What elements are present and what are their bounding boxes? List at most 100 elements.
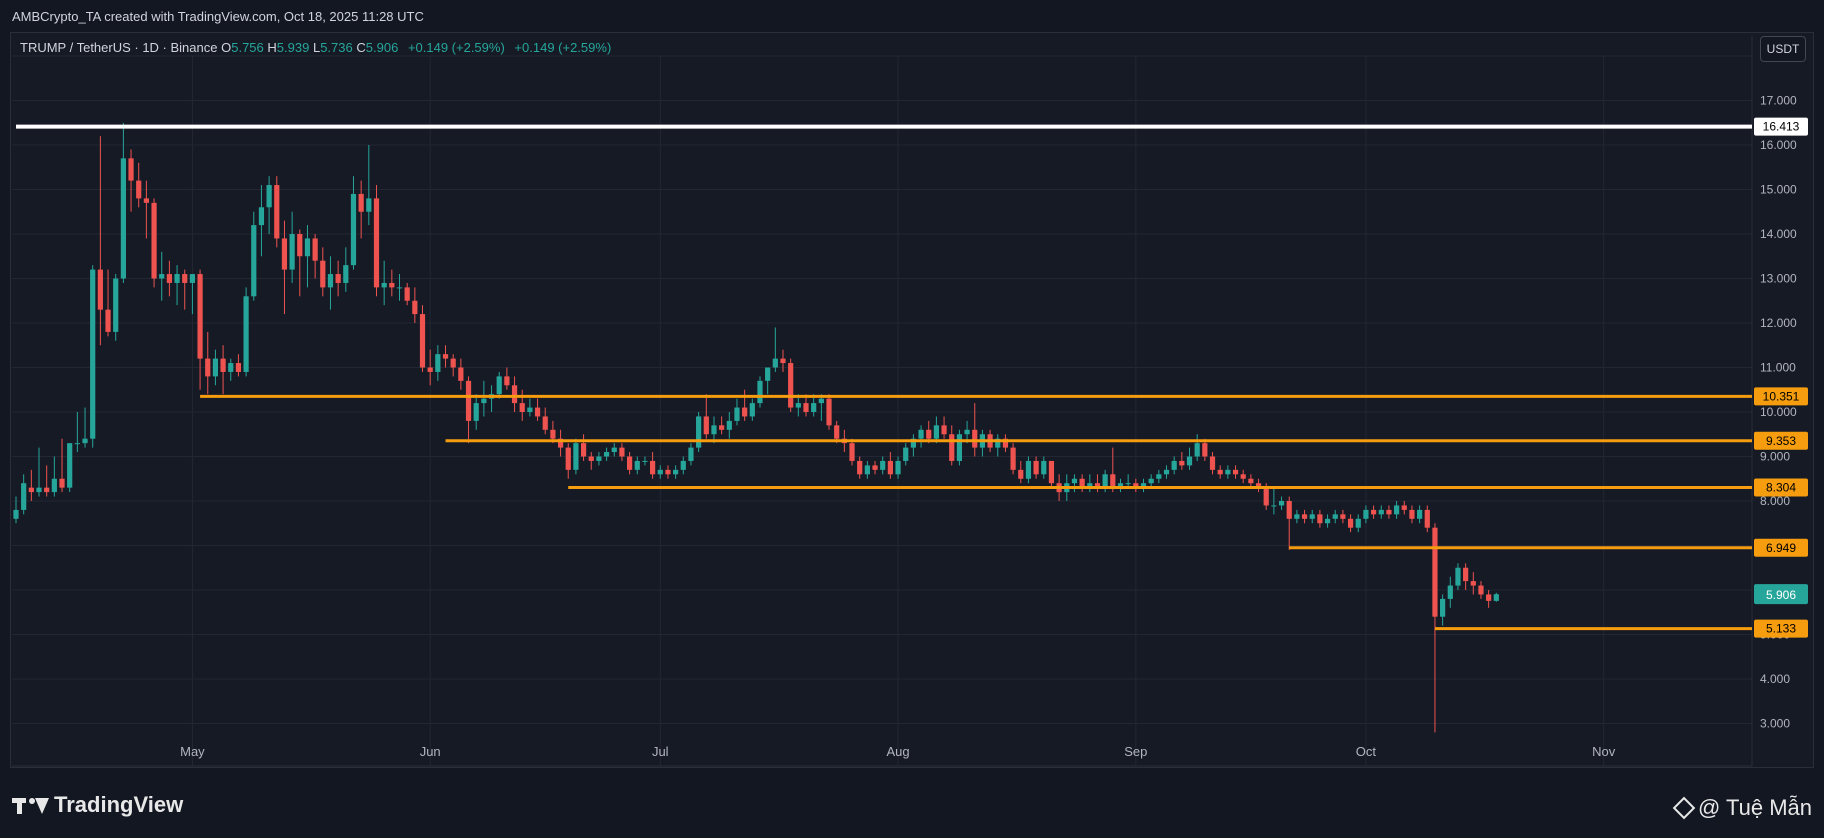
candle-body[interactable] xyxy=(504,376,510,386)
candle-body[interactable] xyxy=(412,300,418,315)
candle-body[interactable] xyxy=(1033,460,1039,475)
candle-body[interactable] xyxy=(1018,469,1024,479)
candle-body[interactable] xyxy=(243,296,249,372)
candle-body[interactable] xyxy=(220,358,226,372)
candle-body[interactable] xyxy=(281,238,288,270)
candle-body[interactable] xyxy=(481,398,487,404)
candle-body[interactable] xyxy=(511,385,518,404)
candle-body[interactable] xyxy=(642,460,648,462)
candle-body[interactable] xyxy=(1025,460,1032,479)
candle-body[interactable] xyxy=(634,460,640,470)
candle-body[interactable] xyxy=(1463,567,1469,582)
candle-body[interactable] xyxy=(1148,478,1154,484)
candle-body[interactable] xyxy=(419,314,426,368)
candle-body[interactable] xyxy=(1493,594,1499,601)
candle-body[interactable] xyxy=(1041,460,1047,475)
candle-body[interactable] xyxy=(136,180,142,199)
candle-body[interactable] xyxy=(1409,509,1415,519)
candle-body[interactable] xyxy=(1263,487,1269,506)
candle-body[interactable] xyxy=(496,376,502,395)
candle-body[interactable] xyxy=(1363,509,1369,519)
candle-body[interactable] xyxy=(189,274,196,283)
candle-body[interactable] xyxy=(673,469,679,475)
candle-body[interactable] xyxy=(274,185,280,239)
candle-body[interactable] xyxy=(327,274,334,288)
candle-body[interactable] xyxy=(1470,581,1476,586)
candle-body[interactable] xyxy=(36,487,42,493)
candle-body[interactable] xyxy=(849,443,855,461)
candle-body[interactable] xyxy=(519,403,525,412)
candle-body[interactable] xyxy=(711,425,717,435)
candle-body[interactable] xyxy=(465,380,472,421)
candle-body[interactable] xyxy=(13,509,19,519)
candle-body[interactable] xyxy=(719,425,725,430)
candle-body[interactable] xyxy=(1386,509,1392,515)
candle-body[interactable] xyxy=(1324,518,1331,524)
candle-body[interactable] xyxy=(857,460,863,475)
candle-body[interactable] xyxy=(1248,478,1254,484)
candle-body[interactable] xyxy=(657,469,663,475)
candle-body[interactable] xyxy=(174,274,180,283)
candle-body[interactable] xyxy=(358,193,364,212)
candle-body[interactable] xyxy=(389,282,395,288)
candle-body[interactable] xyxy=(427,367,433,372)
candle-body[interactable] xyxy=(1125,483,1131,485)
candle-body[interactable] xyxy=(343,265,349,283)
candle-body[interactable] xyxy=(1110,474,1116,488)
candle-body[interactable] xyxy=(235,363,242,372)
candle-body[interactable] xyxy=(59,478,65,488)
candle-body[interactable] xyxy=(350,193,357,266)
candle-body[interactable] xyxy=(1378,509,1384,515)
candle-body[interactable] xyxy=(734,407,740,421)
candle-body[interactable] xyxy=(1186,456,1193,466)
candle-body[interactable] xyxy=(1271,505,1277,507)
candle-body[interactable] xyxy=(619,447,625,457)
candle-body[interactable] xyxy=(1440,598,1446,617)
candle-body[interactable] xyxy=(1071,478,1078,484)
candle-body[interactable] xyxy=(396,287,403,289)
candle-body[interactable] xyxy=(726,420,732,430)
candle-body[interactable] xyxy=(611,447,617,453)
candle-body[interactable] xyxy=(297,234,303,257)
candle-body[interactable] xyxy=(1394,505,1400,515)
candle-body[interactable] xyxy=(557,438,564,448)
candle-body[interactable] xyxy=(143,198,149,203)
candle-body[interactable] xyxy=(534,407,541,417)
candle-body[interactable] xyxy=(542,416,548,430)
candle-body[interactable] xyxy=(1294,514,1300,519)
candle-body[interactable] xyxy=(910,438,916,448)
candle-body[interactable] xyxy=(159,274,165,279)
candle-body[interactable] xyxy=(1240,474,1246,479)
candle-body[interactable] xyxy=(266,185,272,208)
candle-body[interactable] xyxy=(650,460,656,475)
candle-body[interactable] xyxy=(588,456,594,461)
candle-body[interactable] xyxy=(803,403,809,412)
candle-body[interactable] xyxy=(435,354,441,372)
candle-body[interactable] xyxy=(1087,483,1093,488)
candle-body[interactable] xyxy=(688,447,694,461)
candle-body[interactable] xyxy=(941,425,947,435)
candle-body[interactable] xyxy=(1301,514,1308,519)
candle-body[interactable] xyxy=(320,260,326,288)
candle-body[interactable] xyxy=(918,429,924,439)
candle-body[interactable] xyxy=(228,363,234,372)
candle-body[interactable] xyxy=(1447,585,1453,599)
candle-body[interactable] xyxy=(1455,567,1461,586)
candle-body[interactable] xyxy=(97,269,103,310)
candle-body[interactable] xyxy=(258,207,265,226)
candle-body[interactable] xyxy=(627,456,633,470)
candle-body[interactable] xyxy=(1232,469,1239,475)
candle-body[interactable] xyxy=(1133,483,1139,488)
candle-body[interactable] xyxy=(90,269,96,439)
candle-body[interactable] xyxy=(703,416,709,435)
symbol-name[interactable]: TRUMP / TetherUS · 1D · Binance xyxy=(20,40,218,55)
candle-body[interactable] xyxy=(74,443,80,445)
candle-body[interactable] xyxy=(1010,447,1016,470)
candle-body[interactable] xyxy=(1002,438,1009,448)
candle-body[interactable] xyxy=(826,398,832,426)
candle-body[interactable] xyxy=(1401,505,1407,510)
candle-body[interactable] xyxy=(1163,469,1170,475)
candle-body[interactable] xyxy=(933,425,939,439)
candle-body[interactable] xyxy=(205,358,211,377)
candle-body[interactable] xyxy=(1332,514,1338,519)
